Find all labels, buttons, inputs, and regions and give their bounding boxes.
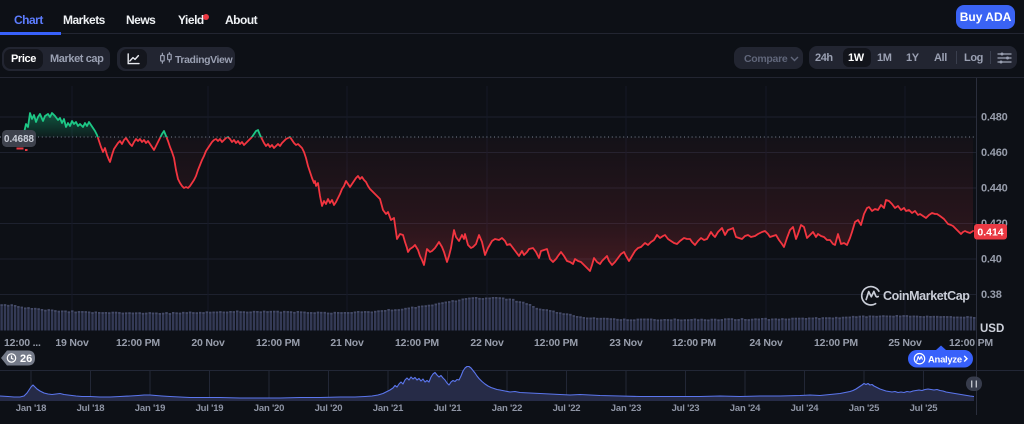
svg-text:Jul '22: Jul '22 (553, 403, 581, 414)
svg-text:12:00 PM: 12:00 PM (256, 337, 300, 349)
svg-text:0.38: 0.38 (981, 289, 1002, 301)
svg-text:21 Nov: 21 Nov (330, 337, 364, 349)
svg-text:CoinMarketCap: CoinMarketCap (883, 289, 970, 303)
svg-text:Jan '21: Jan '21 (373, 403, 404, 414)
svg-text:Jan '25: Jan '25 (849, 403, 880, 414)
svg-text:Jul '23: Jul '23 (672, 403, 700, 414)
svg-text:Jul '20: Jul '20 (315, 403, 343, 414)
svg-text:0.460: 0.460 (981, 147, 1008, 159)
svg-text:Jan '23: Jan '23 (611, 403, 641, 414)
svg-text:0.440: 0.440 (981, 183, 1008, 195)
svg-text:0.480: 0.480 (981, 112, 1008, 124)
svg-text:24 Nov: 24 Nov (749, 337, 783, 349)
svg-text:0.40: 0.40 (981, 254, 1002, 266)
svg-text:Jan '18: Jan '18 (16, 403, 46, 414)
svg-text:Jul '24: Jul '24 (791, 403, 820, 414)
svg-text:12:00 ...: 12:00 ... (4, 337, 41, 349)
svg-text:Jan '19: Jan '19 (135, 403, 165, 414)
svg-text:Jul '25: Jul '25 (910, 403, 939, 414)
svg-text:12:00 PM: 12:00 PM (534, 337, 578, 349)
svg-text:Jul '18: Jul '18 (77, 403, 105, 414)
svg-text:USD: USD (980, 323, 1004, 335)
svg-text:26: 26 (20, 353, 32, 365)
svg-text:Jan '22: Jan '22 (492, 403, 522, 414)
svg-text:Jan '24: Jan '24 (730, 403, 761, 414)
svg-text:22 Nov: 22 Nov (470, 337, 504, 349)
svg-text:20 Nov: 20 Nov (191, 337, 225, 349)
svg-text:Jul '21: Jul '21 (434, 403, 463, 414)
svg-text:12:00 PM: 12:00 PM (116, 337, 160, 349)
svg-text:Jul '19: Jul '19 (196, 403, 224, 414)
svg-text:19 Nov: 19 Nov (55, 337, 89, 349)
svg-text:12:00 PM: 12:00 PM (814, 337, 858, 349)
svg-text:23 Nov: 23 Nov (609, 337, 643, 349)
svg-text:12:00 PM: 12:00 PM (672, 337, 716, 349)
svg-text:12:00 PM: 12:00 PM (949, 337, 993, 349)
svg-text:0.4688: 0.4688 (4, 134, 35, 145)
svg-text:Jan '20: Jan '20 (254, 403, 284, 414)
svg-text:Analyze: Analyze (928, 355, 962, 366)
svg-text:12:00 PM: 12:00 PM (395, 337, 439, 349)
svg-text:0.414: 0.414 (977, 227, 1003, 239)
svg-text:25 Nov: 25 Nov (888, 337, 922, 349)
